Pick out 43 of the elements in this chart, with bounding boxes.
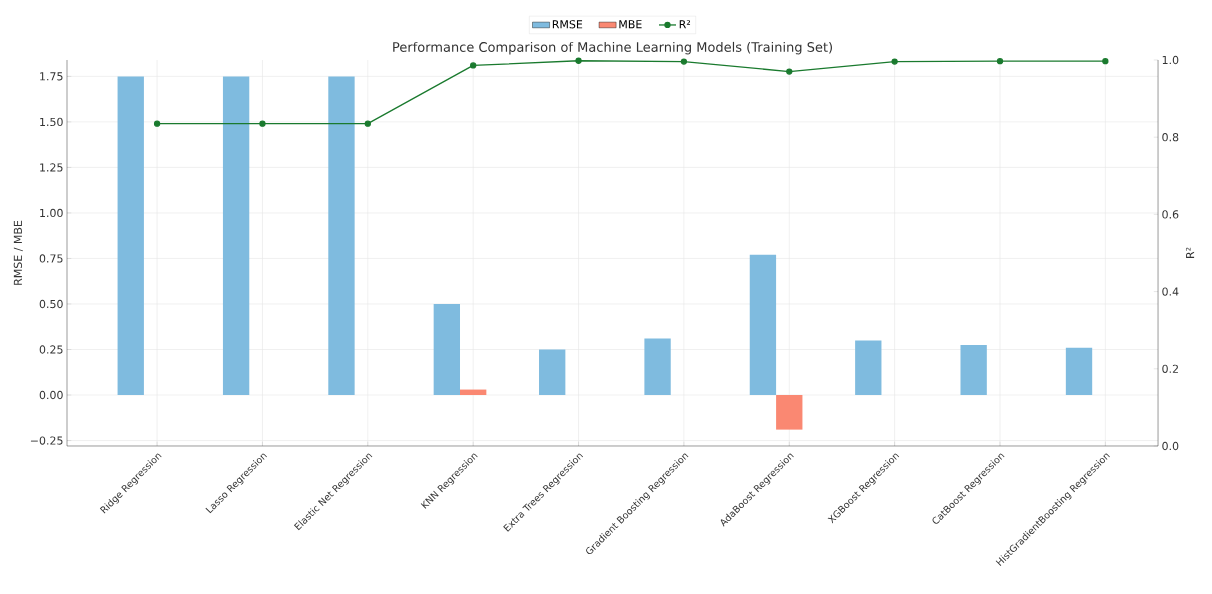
- point: [1102, 58, 1109, 65]
- point: [786, 68, 793, 75]
- y-tick-label: 0.00: [39, 390, 63, 400]
- y-tick-label: 1.25: [40, 163, 63, 172]
- chart-title: Performance Comparison of Machine Learning Models (Training Set): [393, 41, 832, 55]
- y-tick-label: 1.75: [40, 72, 63, 81]
- y-tick-label: 0.50: [39, 299, 63, 309]
- y-tick-label: 1.50: [40, 117, 63, 127]
- bar: [855, 340, 882, 396]
- bar: [539, 349, 566, 396]
- y2-tick-label: 0.2: [1162, 364, 1178, 373]
- point: [891, 58, 898, 65]
- point: [680, 58, 688, 65]
- y2-tick-label: 0.0: [1162, 441, 1179, 451]
- bar: [433, 303, 460, 396]
- point: [259, 120, 266, 127]
- bar: [328, 76, 355, 396]
- point: [364, 120, 371, 127]
- bar: [776, 395, 803, 430]
- y2-tick-label: 1.0: [1162, 55, 1179, 65]
- bar: [222, 76, 250, 396]
- bar: [644, 338, 671, 396]
- y-tick-label: 0.25: [39, 345, 63, 354]
- y-tick-label: 1.00: [40, 208, 63, 218]
- point: [996, 58, 1004, 65]
- point: [575, 57, 582, 64]
- y2-tick-label: 0.8: [1162, 133, 1179, 142]
- y-axis-title: RMSE / MBE: [13, 220, 23, 285]
- y2-axis-title: R²: [1185, 247, 1195, 258]
- legend-label: R²: [679, 20, 691, 29]
- y2-tick-label: 0.4: [1162, 287, 1179, 296]
- y-tick-label: −0.25: [30, 436, 63, 445]
- legend-label: MBE: [619, 20, 642, 29]
- point: [153, 120, 161, 127]
- y2-tick-label: 0.6: [1162, 210, 1179, 219]
- point: [470, 62, 477, 69]
- bar: [749, 254, 777, 396]
- bar: [460, 389, 487, 396]
- bar: [117, 76, 144, 396]
- legend-label: RMSE: [552, 20, 583, 29]
- bar: [960, 344, 987, 396]
- bar: [1065, 347, 1093, 396]
- y-tick-label: 0.75: [39, 254, 63, 263]
